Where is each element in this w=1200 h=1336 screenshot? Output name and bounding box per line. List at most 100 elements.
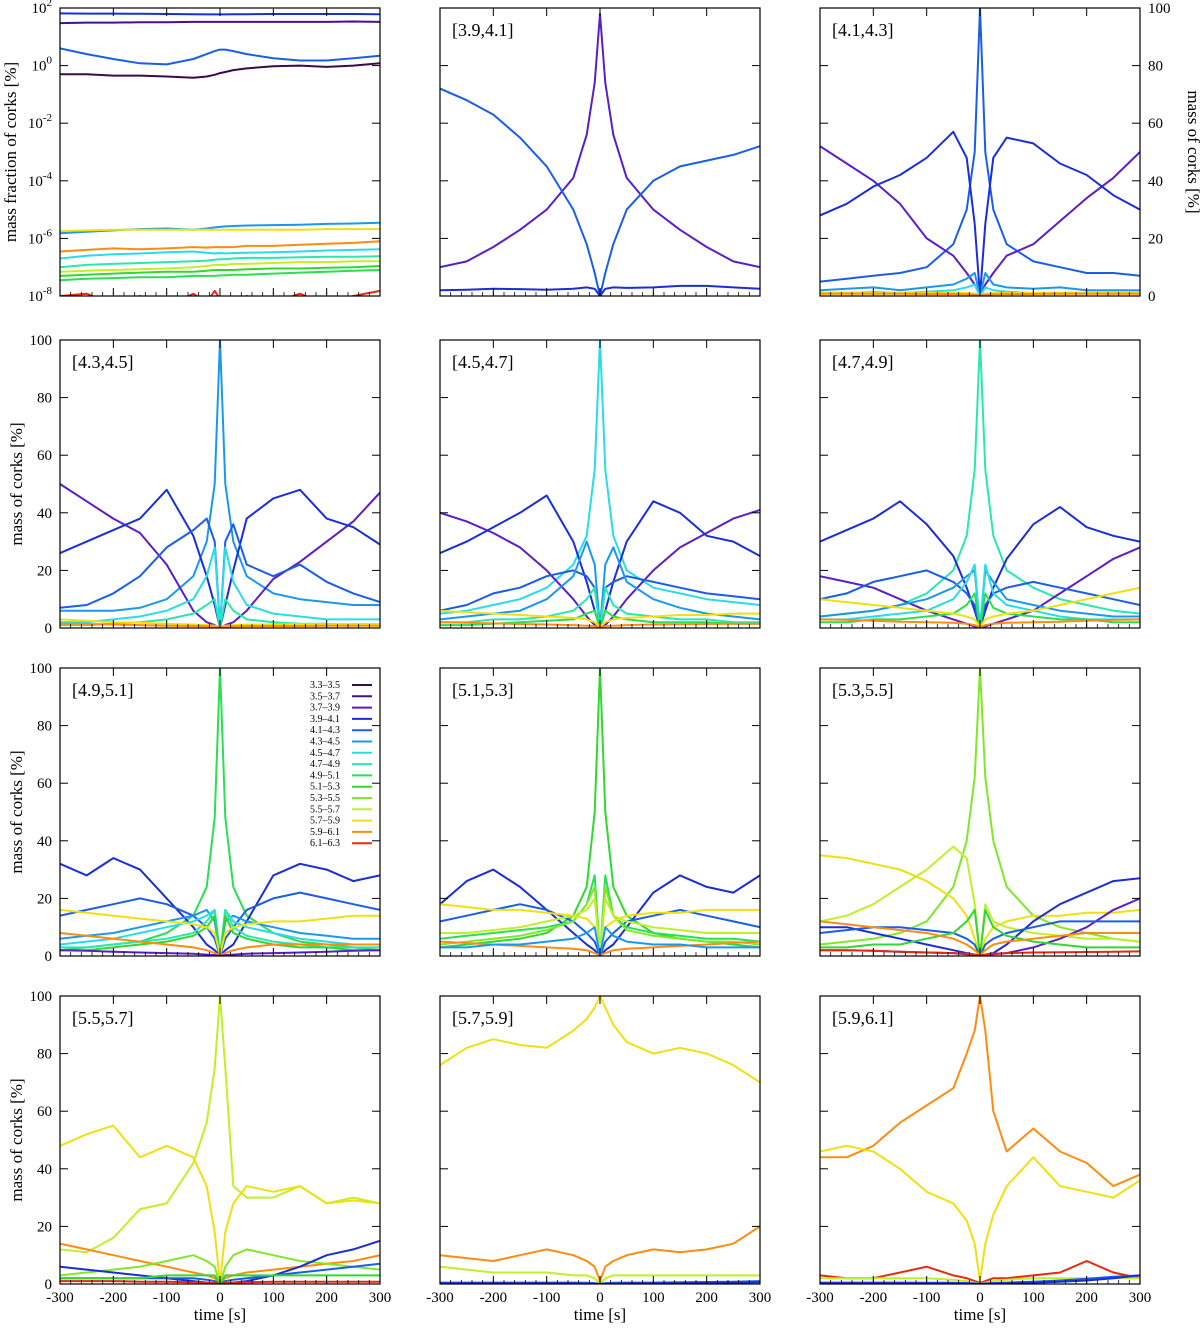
x-tick-label: -100 bbox=[153, 1290, 181, 1306]
series-line-3.9–4.1 bbox=[440, 494, 760, 628]
y-tick-label: 60 bbox=[37, 448, 52, 464]
series-group bbox=[60, 668, 380, 956]
series-line-4.9–5.1 bbox=[820, 592, 1140, 628]
y-tick-label: 100 bbox=[30, 989, 53, 1005]
series-line-4.1–4.3 bbox=[60, 47, 380, 66]
y-tick-label: 0 bbox=[45, 621, 53, 637]
panel-4: 0 20 40 60 80 100 mass of corks [%] [4.3,4.5] bbox=[7, 333, 381, 637]
y-tick-label: 100 bbox=[30, 333, 53, 349]
legend-label: 4.9–5.1 bbox=[310, 770, 340, 781]
panel-label: [5.1,5.3] bbox=[452, 680, 514, 700]
series-line-4.3–4.5 bbox=[820, 272, 1140, 296]
panel-2: [3.9,4.1] bbox=[439, 7, 761, 297]
series-line-4.3–4.5 bbox=[440, 926, 760, 956]
series-group bbox=[820, 668, 1140, 956]
series-line-5.5–5.7 bbox=[820, 1277, 1140, 1284]
legend-label: 4.7–4.9 bbox=[310, 759, 340, 770]
y-tick-label-right: 100 bbox=[1148, 1, 1171, 17]
x-axis-title: time [s] bbox=[194, 1305, 246, 1324]
panel-3: 0 20 40 60 80 100 mass of corks [%] [4.1,4.3] bbox=[819, 1, 1200, 305]
series-line-3.9–4.1 bbox=[60, 857, 380, 956]
legend-label: 5.7–5.9 bbox=[310, 816, 340, 827]
panel-label: [4.3,4.5] bbox=[72, 352, 134, 372]
series-line-5.5–5.7 bbox=[440, 897, 760, 956]
y-tick-label-right: 40 bbox=[1148, 174, 1163, 190]
panel-8: [5.1,5.3] bbox=[439, 667, 761, 957]
series-line-3.9–4.1 bbox=[60, 1239, 380, 1284]
series-line-5.5–5.7 bbox=[440, 1265, 760, 1284]
series-group bbox=[820, 340, 1140, 628]
x-tick-label: 100 bbox=[642, 1290, 665, 1306]
series-line-5.3–5.5 bbox=[440, 885, 760, 956]
y-tick-label: 60 bbox=[37, 1104, 52, 1120]
series-line-3.9–4.1 bbox=[440, 284, 760, 296]
x-tick-label: -300 bbox=[806, 1290, 834, 1306]
x-tick-label: 300 bbox=[1129, 1290, 1152, 1306]
panel-7: 0 20 40 60 80 100 mass of corks [%] [4.9,5.1] bbox=[7, 661, 381, 965]
legend-label: 4.3–4.5 bbox=[310, 737, 340, 748]
y-tick-label: 20 bbox=[37, 563, 52, 579]
y-tick-label: 100 bbox=[30, 661, 53, 677]
y-axis-title: mass of corks [%] bbox=[7, 1078, 26, 1201]
series-group bbox=[60, 340, 380, 628]
series-line-4.7–4.9 bbox=[440, 586, 760, 628]
series-line-4.5–4.7 bbox=[60, 546, 380, 628]
series-line-4.3–4.5 bbox=[60, 908, 380, 956]
series-line-4.5–4.7 bbox=[820, 563, 1140, 628]
series-line-4.1–4.3 bbox=[820, 8, 1140, 283]
series-line-4.1–4.3 bbox=[820, 569, 1140, 628]
series-line-5.5–5.7 bbox=[60, 260, 380, 273]
x-tick-label: 0 bbox=[216, 1290, 224, 1306]
x-tick-label: 300 bbox=[369, 1290, 392, 1306]
series-line-4.5–4.7 bbox=[60, 908, 380, 956]
y-axis-title: mass of corks [%] bbox=[7, 750, 26, 873]
x-tick-label: -100 bbox=[533, 1290, 561, 1306]
series-line-3.9–4.1 bbox=[820, 130, 1140, 296]
panel-label: [5.7,5.9] bbox=[452, 1008, 514, 1028]
y-tick-label-right: 80 bbox=[1148, 59, 1163, 75]
x-tick-label: 300 bbox=[749, 1290, 772, 1306]
legend-label: 3.7–3.9 bbox=[310, 703, 340, 714]
x-axis-title: time [s] bbox=[954, 1305, 1006, 1324]
x-tick-label: 100 bbox=[1022, 1290, 1045, 1306]
y-tick-label-right: 60 bbox=[1148, 116, 1163, 132]
panel-label: [4.5,4.7] bbox=[452, 352, 514, 372]
y-tick-label: 20 bbox=[37, 1219, 52, 1235]
series-line-3.9–4.1 bbox=[60, 488, 380, 628]
legend-label: 3.3–3.5 bbox=[310, 680, 340, 691]
panel-label: [3.9,4.1] bbox=[452, 20, 514, 40]
y-tick-label: 60 bbox=[37, 776, 52, 792]
series-line-5.9–6.1 bbox=[60, 240, 380, 253]
y-tick-label: 40 bbox=[37, 506, 52, 522]
series-line-4.5–4.7 bbox=[60, 248, 380, 260]
series-line-4.7–4.9 bbox=[60, 255, 380, 269]
panel-label: [5.5,5.7] bbox=[72, 1008, 134, 1028]
y-tick-label: 0 bbox=[45, 1277, 53, 1293]
series-line-4.1–4.3 bbox=[60, 891, 380, 956]
y-tick-label-right: 0 bbox=[1148, 289, 1156, 305]
x-tick-label: 100 bbox=[262, 1290, 285, 1306]
x-tick-label: 0 bbox=[976, 1290, 984, 1306]
legend-label: 5.9–6.1 bbox=[310, 827, 340, 838]
series-line-5.7–5.9 bbox=[440, 996, 760, 1084]
series-line-4.3–4.5 bbox=[440, 540, 760, 628]
panel-6: [4.7,4.9] bbox=[819, 339, 1141, 629]
panel-5: [4.5,4.7] bbox=[439, 339, 761, 629]
panel-12: -300 -200 -100 0 100 200 300 time [s] [5.9,6.1] bbox=[806, 995, 1152, 1324]
y-tick-label: 80 bbox=[37, 719, 52, 735]
legend: 3.3–3.53.5–3.73.7–3.93.9–4.14.1–4.34.3–4… bbox=[310, 680, 372, 849]
y-tick-label-right: 20 bbox=[1148, 231, 1163, 247]
x-tick-label: -300 bbox=[46, 1290, 74, 1306]
series-line-3.7–3.9 bbox=[440, 508, 760, 628]
series-line-3.7–3.9 bbox=[60, 483, 380, 628]
legend-label: 5.5–5.7 bbox=[310, 804, 340, 815]
series-line-4.1–4.3 bbox=[820, 920, 1140, 956]
panel-11: -300 -200 -100 0 100 200 300 time [s] [5.7,5.9] bbox=[426, 995, 772, 1324]
x-tick-label: -200 bbox=[480, 1290, 508, 1306]
series-line-3.9–4.1 bbox=[820, 1274, 1140, 1284]
x-tick-label: -300 bbox=[426, 1290, 454, 1306]
x-tick-label: 200 bbox=[695, 1290, 718, 1306]
